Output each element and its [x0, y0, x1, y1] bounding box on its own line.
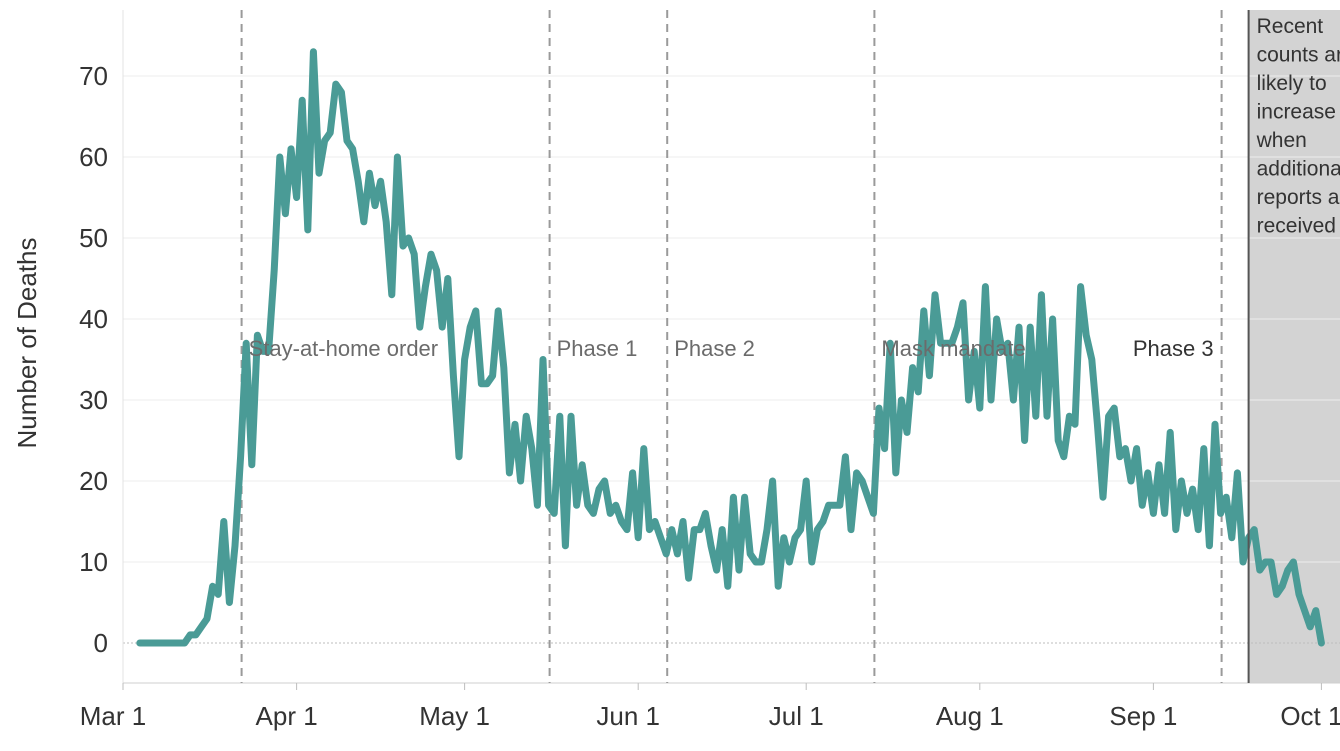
x-tick-label: Jun 1 — [596, 701, 660, 731]
event-label: Phase 2 — [674, 336, 755, 361]
x-tick-label: Apr 1 — [256, 701, 318, 731]
note-line: reports are — [1257, 186, 1340, 209]
x-tick-label: Sep 1 — [1109, 701, 1177, 731]
event-label: Phase 3 — [1133, 336, 1214, 361]
note-line: Recent — [1257, 15, 1324, 38]
x-axis-ticks: Mar 1 Apr 1 May 1 Jun 1 Jul 1 Aug 1 Sep 1 Oct 1 — [80, 683, 1340, 731]
series-line-deaths — [136, 48, 1325, 647]
note-line: additional — [1257, 158, 1340, 181]
y-tick-label: 40 — [79, 304, 108, 334]
y-tick-label: 50 — [79, 223, 108, 253]
x-tick-label: May 1 — [419, 701, 490, 731]
y-tick-label: 10 — [79, 547, 108, 577]
y-tick-label: 70 — [79, 61, 108, 91]
event-label: Stay-at-home order — [249, 336, 439, 361]
y-axis-ticks: 0 10 20 30 40 50 60 70 — [79, 61, 108, 658]
x-tick-label: Jul 1 — [769, 701, 824, 731]
event-markers — [240, 10, 1223, 683]
note-line: increase — [1257, 101, 1336, 124]
y-axis-title: Number of Deaths — [12, 238, 42, 449]
event-label: Phase 1 — [557, 336, 638, 361]
event-label: Mask mandate — [881, 336, 1025, 361]
note-line: when — [1256, 129, 1307, 152]
x-tick-label: Mar 1 — [80, 701, 146, 731]
note-line: received — [1257, 215, 1336, 238]
y-tick-label: 20 — [79, 466, 108, 496]
note-line: counts are — [1257, 44, 1340, 67]
y-tick-label: 60 — [79, 142, 108, 172]
event-labels: Stay-at-home order Phase 1 Phase 2 Mask man… — [249, 336, 1214, 361]
y-tick-label: 0 — [94, 628, 108, 658]
x-tick-label: Oct 1 — [1280, 701, 1340, 731]
note-line: likely to — [1257, 72, 1327, 95]
incomplete-period-note: Recent counts are likely to increase when add… — [1256, 15, 1340, 238]
y-tick-label: 30 — [79, 385, 108, 415]
x-tick-label: Aug 1 — [936, 701, 1004, 731]
